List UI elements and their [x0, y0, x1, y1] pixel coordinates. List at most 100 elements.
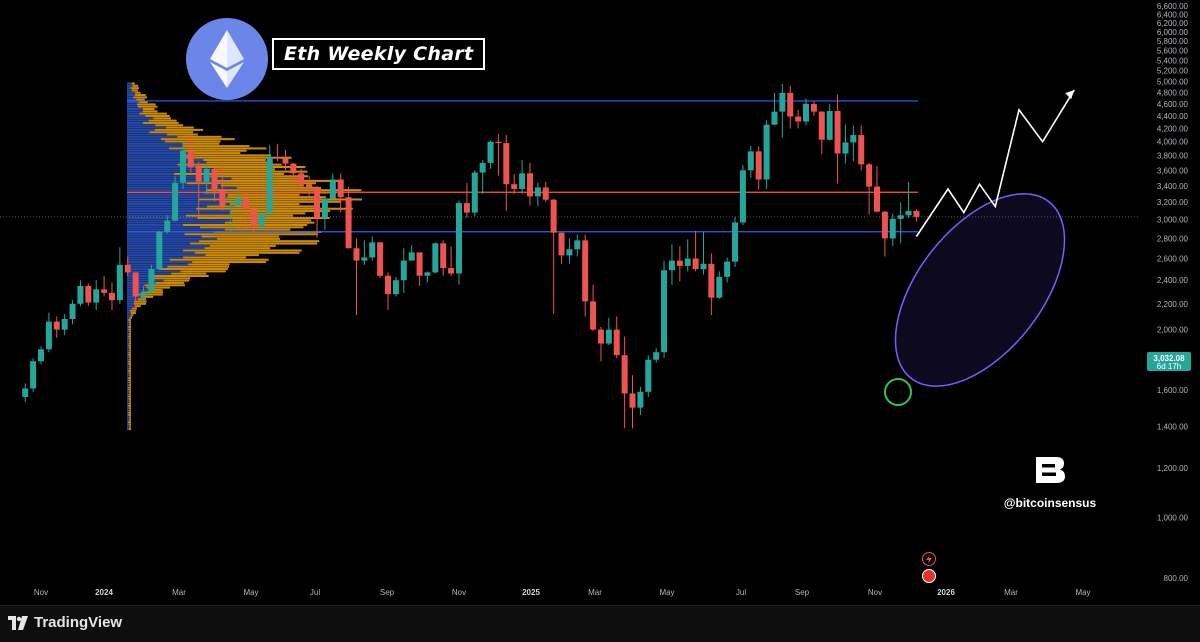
volume-profile-bar-lower — [127, 126, 166, 129]
volume-profile-bar-upper — [236, 186, 322, 189]
volume-profile-bar-upper — [188, 263, 230, 266]
volume-profile-bar-lower — [127, 205, 207, 208]
x-axis[interactable]: Nov 2024 Mar May Jul Sep Nov 2025 Mar May Jul Sep No… — [34, 588, 1091, 597]
volume-profile-bar-upper — [164, 140, 221, 143]
event-markers[interactable] — [922, 552, 936, 586]
candle-body — [818, 111, 825, 140]
us-flag-event-icon[interactable] — [922, 569, 936, 583]
candle — [550, 198, 557, 314]
y-tick-label: 4,000.00 — [1157, 138, 1189, 147]
volume-profile-bar-lower — [127, 179, 214, 182]
volume-profile-bar-upper — [135, 91, 141, 94]
volume-profile-bar-upper — [140, 295, 154, 298]
volume-profile-bar-upper — [128, 353, 131, 356]
candle-body — [298, 173, 305, 185]
tradingview-logo[interactable]: TradingView — [8, 614, 122, 631]
candle — [874, 165, 880, 213]
volume-profile-bar-upper — [128, 414, 131, 417]
volume-profile-bar-upper — [129, 425, 131, 428]
x-tick-label: Mar — [588, 588, 602, 597]
volume-profile-bar-lower — [127, 277, 151, 280]
candle-body — [566, 249, 573, 256]
candle-body — [203, 168, 210, 182]
volume-profile-bar-upper — [206, 161, 272, 164]
volume-profile-bar-upper — [186, 214, 293, 217]
volume-profile-bar-upper — [150, 277, 191, 280]
volume-profile-bar-lower — [127, 221, 225, 224]
candle-body — [810, 103, 817, 112]
volume-profile-bar-lower — [127, 309, 130, 312]
candle — [369, 236, 376, 261]
volume-profile-bar-lower — [127, 344, 129, 347]
projection-arrowhead — [1065, 90, 1075, 100]
candle-body — [400, 260, 407, 281]
volume-profile-bar-lower — [127, 163, 178, 166]
x-tick-label: Nov — [868, 588, 882, 597]
candle-body — [235, 198, 242, 206]
volume-profile-bar-lower — [127, 131, 150, 134]
volume-profile-bar-lower — [127, 114, 146, 117]
candle-body — [77, 285, 84, 304]
volume-profile-bar-upper — [142, 108, 155, 111]
candle — [93, 280, 100, 311]
volume-profile-bar-lower — [127, 423, 129, 426]
volume-profile-bar-lower — [127, 84, 133, 87]
candle — [377, 242, 384, 278]
candle — [716, 271, 723, 299]
volume-profile-bar-upper — [168, 147, 267, 150]
price-chart[interactable]: 6,600.006,400.006,200.006,000.005,800.00… — [0, 0, 1200, 605]
candle — [574, 234, 581, 257]
candle — [164, 215, 171, 234]
candle — [795, 109, 802, 129]
volume-profile-bar-upper — [148, 288, 163, 291]
volume-profile-bar-upper — [130, 87, 139, 90]
candle — [148, 264, 155, 293]
volume-profile-bar-lower — [127, 103, 137, 106]
footer-bar: TradingView — [0, 605, 1200, 642]
tradingview-icon — [8, 615, 28, 630]
candle — [668, 244, 675, 285]
candle — [53, 316, 60, 338]
candle — [487, 140, 494, 169]
volume-profile-bar-upper — [232, 219, 312, 222]
candle-body — [708, 263, 715, 298]
y-tick-label: 2,400.00 — [1157, 276, 1189, 285]
candle — [30, 358, 37, 392]
candle — [534, 182, 541, 207]
candle-body — [172, 182, 179, 221]
volume-profile-bar-upper — [213, 170, 308, 173]
volume-profile-bar-lower — [127, 105, 138, 108]
volume-profile-bar-upper — [204, 247, 271, 250]
volume-profile-bar-lower — [127, 235, 202, 238]
volume-profile-bar-lower — [127, 363, 129, 366]
candle — [314, 185, 321, 238]
lightning-event-icon[interactable] — [922, 552, 936, 566]
candle — [905, 181, 912, 218]
volume-profile-bar-upper — [206, 189, 362, 192]
candle — [448, 246, 455, 276]
volume-profile-bar-upper — [128, 372, 131, 375]
volume-profile-bar-upper — [129, 323, 131, 326]
volume-profile-bar-lower — [127, 367, 129, 370]
volume-profile-bar-lower — [127, 210, 231, 213]
y-tick-label: 3,400.00 — [1157, 182, 1189, 191]
volume-profile-bar-upper — [128, 346, 131, 349]
volume-profile-bar-upper — [128, 388, 131, 391]
candle — [440, 240, 447, 276]
candle-body — [116, 264, 123, 301]
y-tick-label: 2,600.00 — [1157, 255, 1189, 264]
volume-profile-bar-lower — [127, 274, 155, 277]
volume-profile-bar-lower — [127, 268, 160, 271]
volume-profile-bar-lower — [127, 247, 205, 250]
volume-profile-bar-upper — [194, 152, 241, 155]
candle-body — [321, 198, 328, 218]
candle — [219, 161, 226, 211]
candle — [747, 145, 754, 178]
candle-body — [668, 260, 675, 271]
candle-body — [282, 158, 289, 164]
y-axis[interactable]: 6,600.006,400.006,200.006,000.005,800.00… — [1157, 2, 1189, 583]
volume-profile-bar-lower — [127, 207, 197, 210]
candle-body — [306, 184, 313, 188]
candle-body — [337, 179, 344, 198]
volume-profile-bar-upper — [128, 379, 131, 382]
